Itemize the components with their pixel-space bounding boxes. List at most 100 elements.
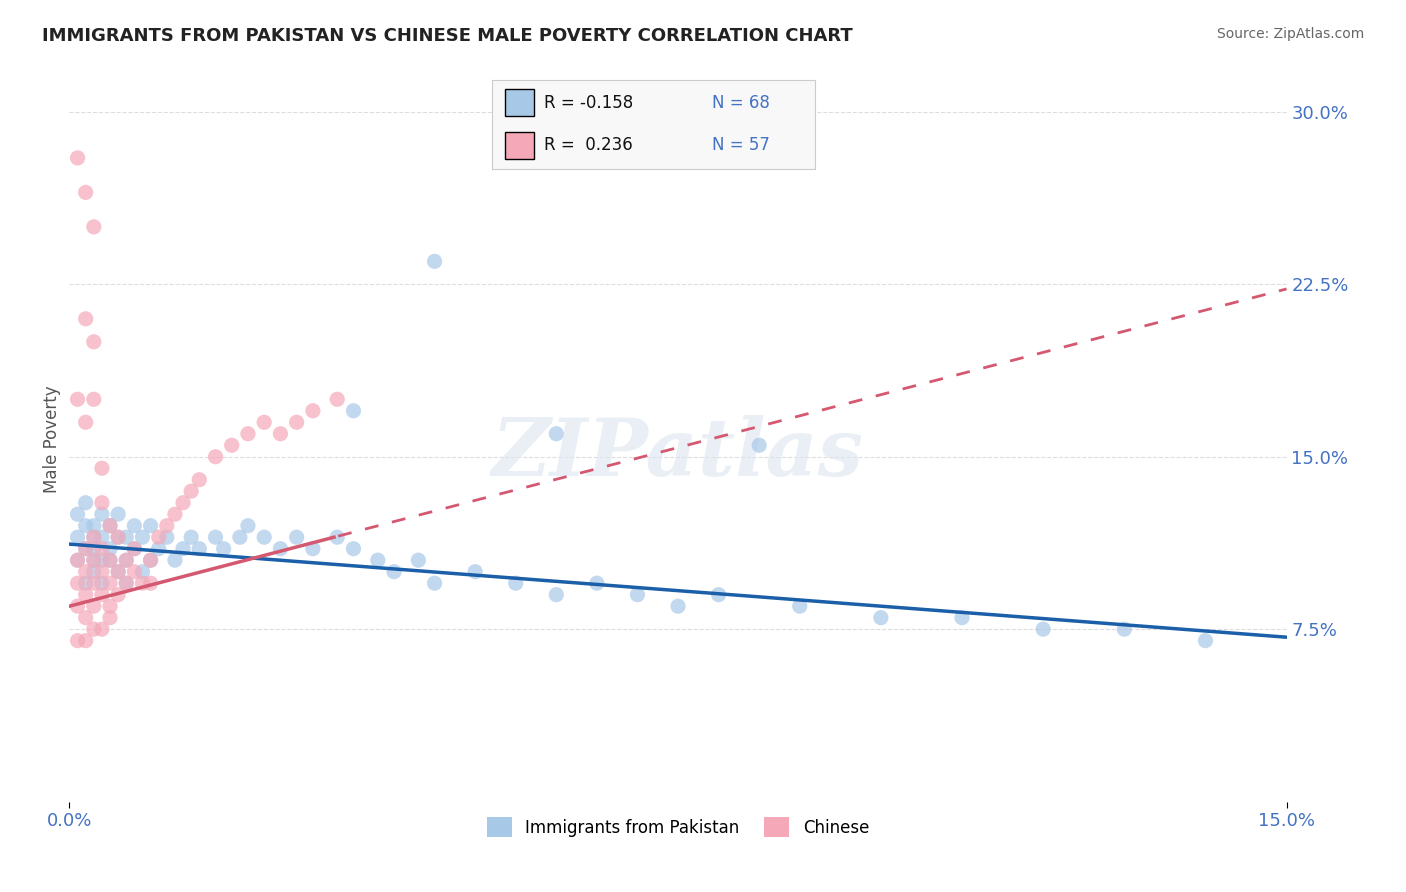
Text: R =  0.236: R = 0.236 [544,136,633,153]
Text: IMMIGRANTS FROM PAKISTAN VS CHINESE MALE POVERTY CORRELATION CHART: IMMIGRANTS FROM PAKISTAN VS CHINESE MALE… [42,27,853,45]
Point [342,404,364,418]
Text: N = 57: N = 57 [711,136,770,153]
Point [66,530,89,544]
Point [83,541,105,556]
Point [139,553,162,567]
Point [75,311,97,326]
Point [83,553,105,567]
Point [75,633,97,648]
Point [75,541,97,556]
Point [98,553,121,567]
Point [83,576,105,591]
Point [1032,622,1054,636]
Point [90,622,112,636]
Point [75,415,97,429]
Point [115,553,138,567]
Point [98,610,121,624]
Point [75,565,97,579]
Text: N = 68: N = 68 [711,94,770,112]
Point [83,518,105,533]
Point [98,518,121,533]
Point [124,541,146,556]
Point [269,541,291,556]
Point [188,473,211,487]
Point [326,530,349,544]
Point [124,565,146,579]
Point [98,599,121,614]
Point [626,588,648,602]
Point [66,507,89,521]
Point [950,610,973,624]
Text: R = -0.158: R = -0.158 [544,94,633,112]
Point [180,530,202,544]
Point [586,576,609,591]
Point [229,530,252,544]
Point [221,438,243,452]
Point [75,186,97,200]
Point [83,334,105,349]
Point [83,599,105,614]
Point [90,507,112,521]
FancyBboxPatch shape [505,132,534,159]
Point [66,151,89,165]
Point [75,541,97,556]
Point [66,553,89,567]
Y-axis label: Male Poverty: Male Poverty [44,385,60,493]
Point [107,530,129,544]
Point [139,576,162,591]
Point [83,622,105,636]
Point [285,415,308,429]
Point [342,541,364,556]
Point [124,541,146,556]
FancyBboxPatch shape [505,89,534,116]
Point [748,438,770,452]
Point [124,518,146,533]
Point [107,588,129,602]
Point [423,576,446,591]
Point [131,576,153,591]
Point [285,530,308,544]
Point [236,426,259,441]
Point [789,599,811,614]
Point [75,588,97,602]
Point [253,530,276,544]
Point [107,565,129,579]
Point [115,576,138,591]
Point [148,530,170,544]
Point [382,565,405,579]
Point [83,553,105,567]
Point [269,426,291,441]
Point [505,576,527,591]
Point [90,461,112,475]
Point [83,530,105,544]
Point [90,553,112,567]
Point [115,576,138,591]
Point [83,392,105,407]
Point [83,530,105,544]
Point [83,219,105,234]
Point [98,518,121,533]
Point [326,392,349,407]
Point [98,553,121,567]
Point [408,553,430,567]
Point [107,565,129,579]
Point [163,507,186,521]
Point [66,576,89,591]
Point [367,553,389,567]
Point [156,518,179,533]
Point [253,415,276,429]
Point [66,633,89,648]
Point [115,553,138,567]
Point [131,530,153,544]
Point [98,576,121,591]
Point [423,254,446,268]
Point [546,588,568,602]
Point [90,576,112,591]
Point [75,610,97,624]
Legend: Immigrants from Pakistan, Chinese: Immigrants from Pakistan, Chinese [481,810,876,844]
Point [90,496,112,510]
Point [707,588,730,602]
Point [90,530,112,544]
Text: Source: ZipAtlas.com: Source: ZipAtlas.com [1216,27,1364,41]
Point [464,565,486,579]
